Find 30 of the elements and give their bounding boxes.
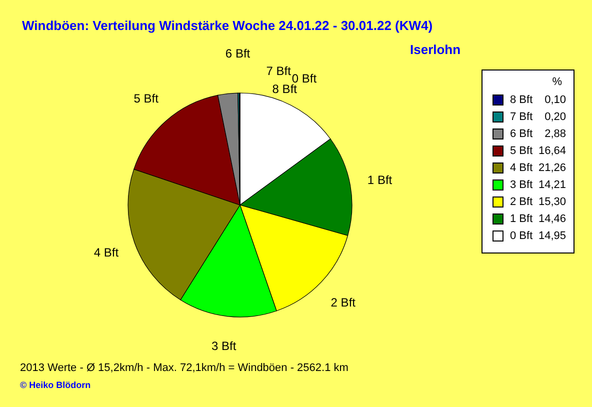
category-label: 7 Bft: [266, 64, 291, 78]
data-label: 16,64: [538, 145, 566, 157]
legend-label: 3 Bft: [510, 179, 533, 191]
legend-label: 8 Bft: [510, 94, 533, 106]
legend-label: 2 Bft: [510, 196, 533, 208]
legend-label: 1 Bft: [510, 213, 533, 225]
legend-label: 6 Bft: [510, 128, 533, 140]
slice-label: 2 Bft: [330, 296, 356, 310]
slice-label: 1 Bft: [367, 172, 393, 187]
slice-label: 4 Bft: [94, 246, 120, 260]
data-label: 21,26: [538, 162, 566, 174]
slice-label: 6 Bft: [225, 46, 251, 61]
data-label: 14,21: [538, 179, 566, 191]
legend-label: 0 Bft: [510, 230, 533, 242]
text: 2013 Werte - Ø 15,2km/h - Max. 72,1km/h = Windböen - 2562.1 km: [20, 362, 348, 374]
chart-title: Windböen: Verteilung Windstärke Woche 24.01.22 - 30.01.22 (KW4): [22, 18, 433, 33]
data-label: 0,10: [544, 94, 566, 106]
slice-label: 3 Bft: [212, 339, 237, 354]
data-label: 15,30: [538, 196, 566, 208]
text: © Heiko Blödorn: [20, 380, 91, 390]
data-label: 14,95: [538, 230, 566, 242]
legend-label: 4 Bft: [510, 162, 533, 174]
data-label: 14,46: [538, 213, 566, 225]
data-label: 0,20: [544, 111, 566, 123]
legend-label: 7 Bft: [510, 111, 533, 123]
legend-label: 5 Bft: [510, 145, 533, 157]
slice-label: 5 Bft: [134, 91, 160, 106]
legend-title: %: [552, 76, 562, 88]
data-label: 2,88: [544, 128, 566, 140]
chart-subtitle: Iserlohn: [410, 42, 461, 57]
